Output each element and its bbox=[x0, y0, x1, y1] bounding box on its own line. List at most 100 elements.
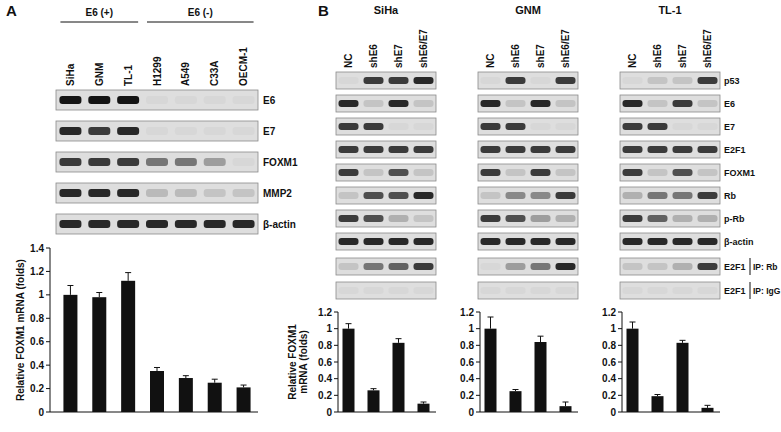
bar bbox=[343, 329, 355, 412]
bar bbox=[677, 343, 689, 412]
error-cap bbox=[212, 379, 218, 380]
blot-background bbox=[620, 282, 720, 299]
y-tick-label: 1.2 bbox=[30, 266, 44, 277]
bar bbox=[92, 297, 106, 412]
blot-background bbox=[478, 210, 578, 227]
band bbox=[673, 123, 693, 130]
error-cap bbox=[371, 388, 377, 389]
error-bar bbox=[96, 293, 102, 298]
band bbox=[556, 238, 576, 245]
band bbox=[531, 215, 551, 222]
row-label: p53 bbox=[724, 76, 740, 86]
panel-label: B bbox=[318, 2, 329, 19]
row-label: Rb bbox=[724, 191, 736, 201]
y-tick-label: 1.2 bbox=[602, 307, 616, 318]
blot-strip bbox=[620, 210, 720, 227]
band bbox=[389, 263, 409, 270]
bar bbox=[485, 329, 497, 412]
y-tick bbox=[46, 318, 50, 319]
band bbox=[233, 189, 255, 197]
error-line bbox=[632, 322, 633, 329]
band bbox=[414, 100, 434, 107]
row-label: E7 bbox=[263, 126, 276, 137]
y-tick bbox=[334, 412, 338, 413]
band bbox=[481, 100, 501, 107]
band bbox=[698, 77, 718, 84]
lane-label: shE6 bbox=[510, 44, 521, 68]
band bbox=[531, 123, 551, 130]
panel-b: BSiHaNCshE6shE7shE6/E7GNMNCshE6shE7shE6/… bbox=[318, 2, 781, 299]
band bbox=[146, 96, 168, 104]
band bbox=[339, 100, 359, 107]
bar bbox=[702, 408, 714, 412]
error-cap bbox=[488, 317, 494, 318]
row-label: FOXM1 bbox=[263, 157, 298, 168]
error-line bbox=[398, 339, 399, 343]
row-label: E2F1 bbox=[724, 286, 746, 296]
band bbox=[698, 263, 718, 270]
bar-chart: 00.20.40.60.811.2 bbox=[602, 307, 720, 418]
y-tick-label: 0.6 bbox=[30, 336, 44, 347]
lane-label: shE7 bbox=[535, 44, 546, 68]
band bbox=[414, 146, 434, 153]
bar bbox=[208, 383, 222, 412]
y-axis bbox=[480, 312, 481, 412]
error-line bbox=[214, 379, 215, 383]
band bbox=[204, 158, 226, 166]
blot-strip bbox=[336, 95, 436, 112]
band bbox=[481, 123, 501, 130]
blot-background bbox=[478, 72, 578, 89]
blot-background bbox=[620, 187, 720, 204]
cell-title: GNM bbox=[515, 4, 541, 16]
error-line bbox=[70, 285, 71, 294]
band bbox=[623, 123, 643, 130]
bars bbox=[63, 273, 250, 412]
band bbox=[506, 146, 526, 153]
y-axis bbox=[50, 248, 51, 412]
blot-background bbox=[336, 72, 436, 89]
band bbox=[506, 287, 526, 294]
row-label: MMP2 bbox=[263, 188, 292, 199]
y-tick bbox=[476, 395, 480, 396]
error-line bbox=[157, 367, 158, 371]
lane-label: SiHa bbox=[65, 63, 76, 86]
y-tick-label: 1 bbox=[610, 323, 616, 334]
lane-label: shE6/E7 bbox=[560, 29, 571, 68]
error-bar bbox=[67, 285, 73, 294]
y-axis-label: Relative FOXM1 mRNA (folds) bbox=[15, 259, 26, 401]
error-cap bbox=[396, 338, 402, 339]
error-cap bbox=[346, 323, 352, 324]
blot-background bbox=[336, 118, 436, 135]
error-line bbox=[348, 324, 349, 329]
band bbox=[364, 123, 384, 130]
band bbox=[648, 123, 668, 130]
y-tick-label: 1.2 bbox=[318, 307, 332, 318]
blot-strip bbox=[336, 72, 436, 89]
bars bbox=[485, 317, 572, 412]
band bbox=[531, 287, 551, 294]
error-cap bbox=[241, 385, 247, 386]
band bbox=[648, 215, 668, 222]
band bbox=[389, 146, 409, 153]
band bbox=[339, 146, 359, 153]
blot-strip bbox=[620, 141, 720, 158]
bar-chart: 00.20.40.60.811.21.4Relative FOXM1 mRNA … bbox=[15, 243, 258, 418]
blot-strip bbox=[336, 187, 436, 204]
error-cap bbox=[421, 402, 427, 403]
band bbox=[88, 158, 110, 166]
error-line bbox=[540, 336, 541, 342]
row-label: E2F1 bbox=[724, 262, 746, 272]
panel-a: ASiHaGNMTL-1E6 (+)H1299A549C33AOECM-1E6 … bbox=[6, 2, 298, 234]
blot-background bbox=[56, 90, 258, 110]
band bbox=[556, 287, 576, 294]
band bbox=[117, 96, 139, 104]
row-label: FOXM1 bbox=[724, 168, 755, 178]
bar bbox=[627, 329, 639, 412]
y-tick bbox=[476, 378, 480, 379]
band bbox=[623, 238, 643, 245]
blot-background bbox=[336, 282, 436, 299]
band bbox=[673, 146, 693, 153]
band bbox=[204, 189, 226, 197]
band bbox=[204, 220, 226, 228]
blot-background bbox=[336, 164, 436, 181]
